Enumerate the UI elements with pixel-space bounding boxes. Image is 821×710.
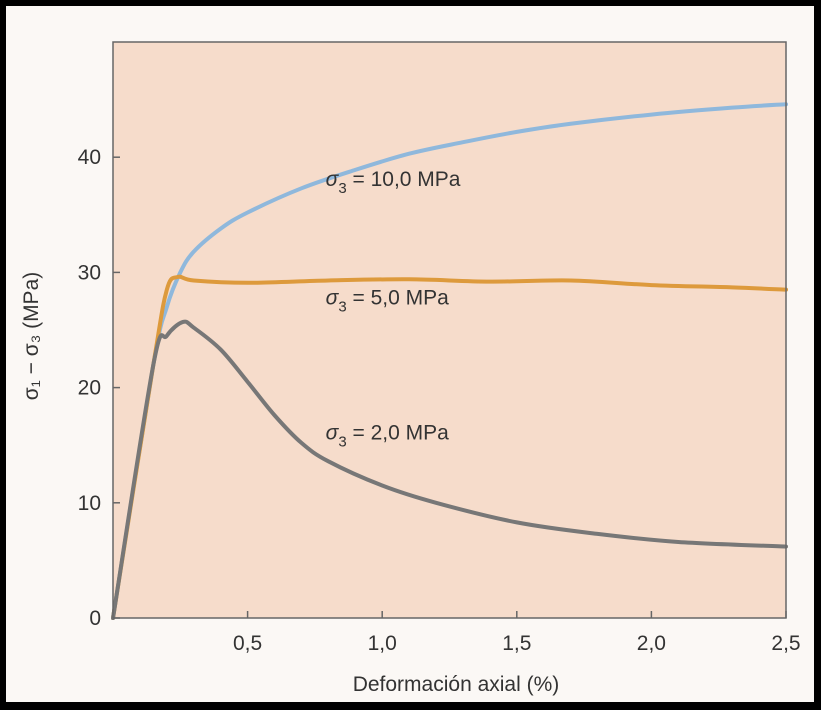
curve-annotation: σ3 = 5,0 MPa [326, 287, 449, 316]
x-tick-label: 1,5 [502, 632, 531, 655]
annotation-value: = 2,0 MPa [347, 421, 449, 444]
y-tick-label: 0 [89, 607, 101, 630]
curves [111, 102, 788, 620]
sigma-symbol: σ [326, 287, 340, 310]
series-line-1 [111, 274, 788, 620]
y-axis-label: σ₁ − σ₃ (MPa) [20, 272, 43, 401]
subscript: 3 [338, 299, 346, 316]
curve-annotation: σ3 = 10,0 MPa [326, 168, 461, 197]
subscript: 3 [338, 433, 346, 450]
sigma-symbol: σ [326, 421, 340, 444]
series-line-0 [111, 102, 788, 620]
y-tick-label: 30 [78, 261, 101, 284]
x-axis-label: Deformación axial (%) [353, 673, 560, 696]
y-tick-label: 20 [78, 377, 101, 400]
sigma-symbol: σ [326, 168, 340, 191]
x-tick-label: 0,5 [233, 632, 262, 655]
curve-annotation: σ3 = 2,0 MPa [326, 421, 449, 450]
y-axis-ticks: 0 10 20 30 40 [78, 146, 120, 630]
x-tick-label: 2,5 [771, 632, 800, 655]
plot-area [113, 42, 786, 618]
subscript: 3 [338, 180, 346, 197]
y-tick-label: 40 [78, 146, 101, 169]
y-tick-label: 10 [78, 492, 101, 515]
annotation-value: = 5,0 MPa [347, 287, 449, 310]
plot-border [112, 41, 787, 619]
x-axis-ticks: 0,5 1,0 1,5 2,0 2,5 [233, 611, 801, 655]
series-line-2 [111, 319, 788, 620]
figure-frame: 0,5 1,0 1,5 2,0 2,5 0 10 20 30 40 σ3 = 10,0 MPa σ… [4, 4, 816, 704]
x-tick-label: 1,0 [368, 632, 397, 655]
x-tick-label: 2,0 [637, 632, 666, 655]
annotation-value: = 10,0 MPa [347, 168, 461, 191]
